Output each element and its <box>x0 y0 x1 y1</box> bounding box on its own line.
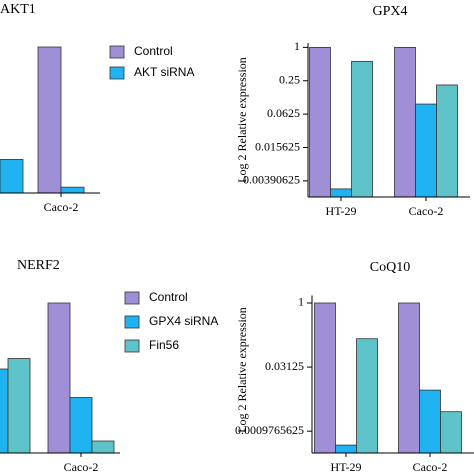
x-tick-label: HT-29 <box>326 204 357 218</box>
bar <box>398 302 420 454</box>
chart-title: CoQ10 <box>370 260 410 275</box>
bar <box>60 186 85 194</box>
y-tick-label: 0.0009765625 <box>235 423 304 437</box>
x-tick-label: Caco-2 <box>409 204 444 218</box>
chart-title: NERF2 <box>17 258 60 273</box>
bar <box>335 444 357 454</box>
legend-swatch <box>124 339 140 353</box>
bar <box>351 60 373 198</box>
x-tick-label: Caco-2 <box>64 460 99 474</box>
x-tick-label: Caco-2 <box>413 460 448 474</box>
y-axis-label: Log 2 Relative expression <box>235 57 249 183</box>
legend-swatch <box>124 315 140 329</box>
bar <box>436 84 458 198</box>
y-tick-label: 1 <box>298 295 304 309</box>
bar <box>415 103 437 198</box>
y-tick-label: 0.25 <box>279 73 300 87</box>
legend-swatch <box>109 45 125 59</box>
bar <box>37 46 62 194</box>
bar <box>0 368 9 454</box>
bar <box>309 46 331 198</box>
bar <box>330 188 352 198</box>
x-tick-label: Caco-2 <box>44 200 79 214</box>
x-tick-label: HT-29 <box>331 460 362 474</box>
bar <box>419 389 441 454</box>
y-tick-label: 1 <box>294 39 300 53</box>
bar <box>0 159 24 194</box>
y-tick-label: 0.03125 <box>265 359 304 373</box>
bar <box>47 302 71 454</box>
bar <box>440 411 462 454</box>
legend-swatch <box>109 66 125 80</box>
chart-title: GPX4 <box>372 4 407 19</box>
legend-swatch <box>124 291 140 305</box>
legend-label: AKT siRNA <box>134 65 194 79</box>
legend-label: Control <box>134 44 173 58</box>
bar <box>7 358 31 454</box>
legend-label: Fin56 <box>149 338 179 352</box>
y-axis-label: Log 2 Relative expression <box>235 307 249 433</box>
y-tick-label: 0.015625 <box>255 139 300 153</box>
bar <box>356 338 378 454</box>
y-tick-label: 0.0625 <box>267 106 300 120</box>
legend-label: Control <box>149 290 188 304</box>
chart-title: AKT1 <box>0 2 36 17</box>
legend-label: GPX4 siRNA <box>149 314 218 328</box>
bar <box>69 397 93 454</box>
bar <box>91 440 115 454</box>
bar <box>314 302 336 454</box>
y-tick-label: 0.00390625 <box>243 173 300 187</box>
bar <box>394 46 416 198</box>
